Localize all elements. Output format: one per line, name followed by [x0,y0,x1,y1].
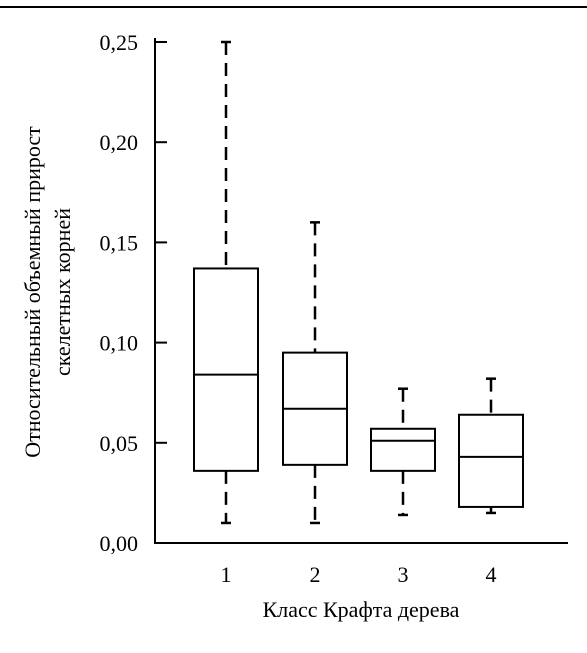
box-category-2 [282,221,348,525]
x-axis-title: Класс Крафта дерева [263,597,460,622]
iqr-box [193,267,259,472]
y-axis-title-line-1: Относительный объемный прирост [20,126,45,458]
y-tick-label: 0,25 [100,30,139,55]
y-axis-title: Относительный объемный прирост скелетных… [20,126,75,458]
y-tick-label: 0,10 [100,331,139,356]
y-ticks: 0,00 0,05 0,10 0,15 0,20 0,25 [100,30,167,556]
iqr-box [370,427,436,472]
iqr-box [458,413,524,508]
x-tick-label: 2 [310,562,321,587]
y-tick-label: 0,20 [100,130,139,155]
x-tick-label: 3 [398,562,409,587]
y-tick-label: 0,15 [100,230,139,255]
top-border-line [0,6,587,8]
axes [154,38,568,544]
x-tick-label: 4 [486,562,497,587]
boxes [193,40,524,525]
box-category-3 [370,387,436,517]
y-axis-title-line-2: скелетных корней [50,208,75,376]
y-tick-label: 0,05 [100,431,139,456]
box-category-4 [458,377,524,515]
x-tick-label: 1 [221,562,232,587]
x-ticks: 1 2 3 4 [221,562,497,587]
box-category-1 [193,40,259,525]
y-tick-label: 0,00 [100,531,139,556]
